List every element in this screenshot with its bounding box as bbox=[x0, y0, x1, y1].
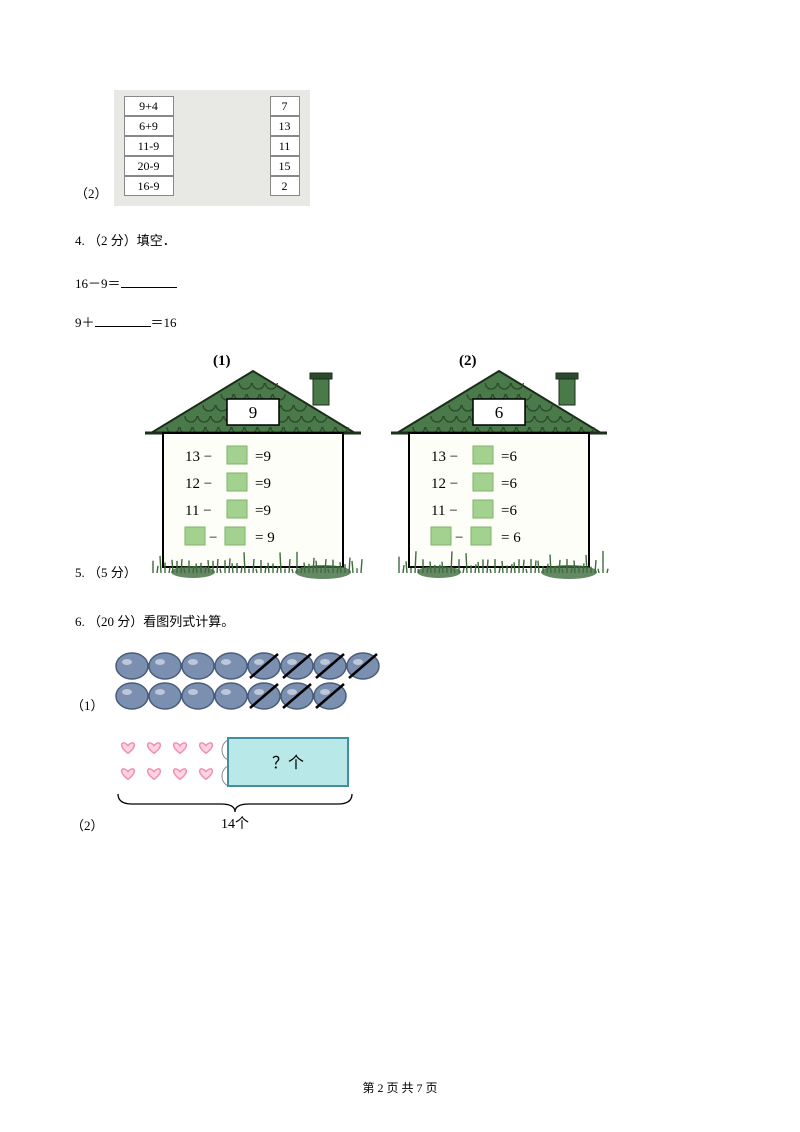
svg-text:=6: =6 bbox=[501, 476, 517, 492]
match-right-0: 7 bbox=[270, 96, 300, 116]
svg-text:−: − bbox=[209, 530, 217, 546]
svg-text:=9: =9 bbox=[255, 476, 271, 492]
q4-eq2: 9＋ ＝16 bbox=[75, 312, 725, 331]
svg-text:−: − bbox=[455, 530, 463, 546]
footer-mid: 页 共 bbox=[383, 1081, 416, 1095]
svg-text:(1): (1) bbox=[213, 353, 231, 369]
question-2-row: （2） 9+4 6+9 11-9 20-9 16-9 7 13 11 15 2 bbox=[75, 90, 725, 206]
q6-sub2-row: （2） ？个 14个 bbox=[71, 734, 725, 834]
svg-text:=6: =6 bbox=[501, 449, 517, 465]
q4-eq2-rhs: ＝16 bbox=[151, 315, 177, 330]
q6-sub1-row: （1） bbox=[71, 648, 725, 720]
match-right-col: 7 13 11 15 2 bbox=[270, 96, 300, 200]
matching-panel: 9+4 6+9 11-9 20-9 16-9 7 13 11 15 2 bbox=[114, 90, 310, 206]
circles-svg bbox=[112, 648, 392, 720]
svg-text:13 −: 13 − bbox=[185, 449, 212, 465]
q6-heading: 6. （20 分）看图列式计算。 bbox=[75, 611, 725, 630]
match-right-1: 13 bbox=[270, 116, 300, 136]
svg-text:11 −: 11 − bbox=[431, 503, 458, 519]
svg-text:9: 9 bbox=[249, 403, 258, 422]
q4-heading: 4. （2 分）填空． bbox=[75, 230, 725, 249]
q4-eq2-lhs: 9＋ bbox=[75, 315, 95, 330]
q4-eq1-lhs: 16－9＝ bbox=[75, 276, 121, 291]
match-right-4: 2 bbox=[270, 176, 300, 196]
match-left-4: 16-9 bbox=[124, 176, 174, 196]
q4-eq1-blank[interactable] bbox=[121, 274, 177, 288]
svg-text:= 6: = 6 bbox=[501, 530, 521, 546]
match-right-3: 15 bbox=[270, 156, 300, 176]
svg-text:= 9: = 9 bbox=[255, 530, 275, 546]
q5-label: 5. （5 分） bbox=[75, 562, 137, 587]
svg-text:11 −: 11 − bbox=[185, 503, 212, 519]
houses-figure: (1) 9 13 − =9 12 − =9 11 − =9 − = 9 (2) 6 13 − =6 12 −… bbox=[143, 345, 623, 587]
match-left-3: 20-9 bbox=[124, 156, 174, 176]
q4-eq1: 16－9＝ bbox=[75, 273, 725, 292]
match-left-1: 6+9 bbox=[124, 116, 174, 136]
hearts-svg: ？个 14个 bbox=[112, 734, 382, 834]
q5-row: 5. （5 分） (1) 9 13 − =9 12 − =9 11 − =9 − = 9 (2) 6 1… bbox=[75, 345, 725, 587]
svg-text:=6: =6 bbox=[501, 503, 517, 519]
match-right-2: 11 bbox=[270, 136, 300, 156]
svg-text:12 −: 12 − bbox=[431, 476, 458, 492]
svg-text:=9: =9 bbox=[255, 449, 271, 465]
q2-label: （2） bbox=[75, 183, 108, 206]
q4-eq2-blank[interactable] bbox=[95, 313, 151, 327]
svg-text:13 −: 13 − bbox=[431, 449, 458, 465]
svg-text:？个: ？个 bbox=[272, 754, 304, 772]
svg-text:(2): (2) bbox=[459, 353, 477, 369]
svg-text:6: 6 bbox=[495, 403, 504, 422]
match-left-2: 11-9 bbox=[124, 136, 174, 156]
match-left-0: 9+4 bbox=[124, 96, 174, 116]
svg-text:=9: =9 bbox=[255, 503, 271, 519]
footer-prefix: 第 bbox=[362, 1081, 377, 1095]
page-content: （2） 9+4 6+9 11-9 20-9 16-9 7 13 11 15 2 … bbox=[0, 0, 800, 834]
footer-suffix: 页 bbox=[423, 1081, 438, 1095]
svg-text:12 −: 12 − bbox=[185, 476, 212, 492]
match-left-col: 9+4 6+9 11-9 20-9 16-9 bbox=[124, 96, 174, 200]
q6-sub2-label: （2） bbox=[71, 815, 104, 834]
q6-sub1-label: （1） bbox=[71, 695, 104, 720]
page-footer: 第 2 页 共 7 页 bbox=[0, 1079, 800, 1096]
svg-text:14个: 14个 bbox=[221, 816, 249, 832]
houses-svg: (1) 9 13 − =9 12 − =9 11 − =9 − = 9 (2) 6 13 − =6 12 −… bbox=[143, 345, 623, 583]
